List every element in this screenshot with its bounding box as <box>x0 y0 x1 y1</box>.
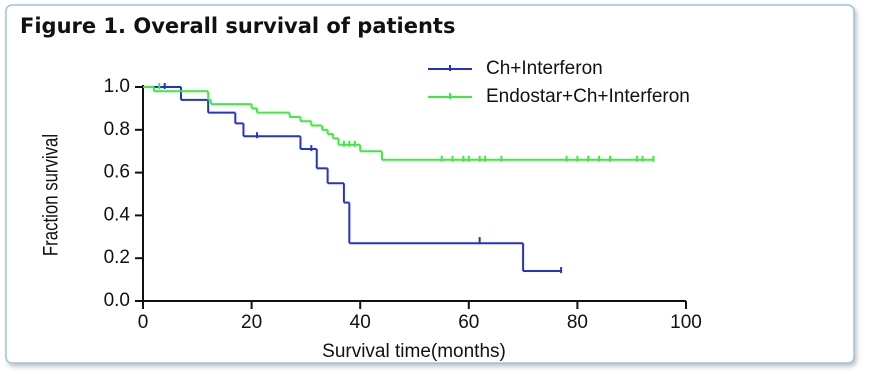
x-tick-label: 80 <box>567 312 588 333</box>
y-axis-label: Fraction survival <box>40 134 63 256</box>
x-tick-label: 0 <box>138 312 149 333</box>
x-axis-label: Survival time(months) <box>322 341 506 362</box>
frame <box>5 4 855 364</box>
x-tick-label: 100 <box>670 312 702 333</box>
x-tick-label: 20 <box>241 312 262 333</box>
legend-label: Ch+Interferon <box>486 58 603 79</box>
x-tick-label: 60 <box>458 312 479 333</box>
y-tick-label: 0.0 <box>104 290 130 311</box>
y-tick-label: 0.2 <box>104 247 130 268</box>
y-tick-label: 0.4 <box>104 204 131 225</box>
x-tick-label: 40 <box>350 312 371 333</box>
y-tick-label: 1.0 <box>104 76 130 97</box>
chart-title: Figure 1. Overall survival of patients <box>20 14 455 38</box>
legend-label: Endostar+Ch+Interferon <box>486 86 690 107</box>
y-tick-label: 0.6 <box>104 162 130 183</box>
y-tick-label: 0.8 <box>104 119 130 140</box>
